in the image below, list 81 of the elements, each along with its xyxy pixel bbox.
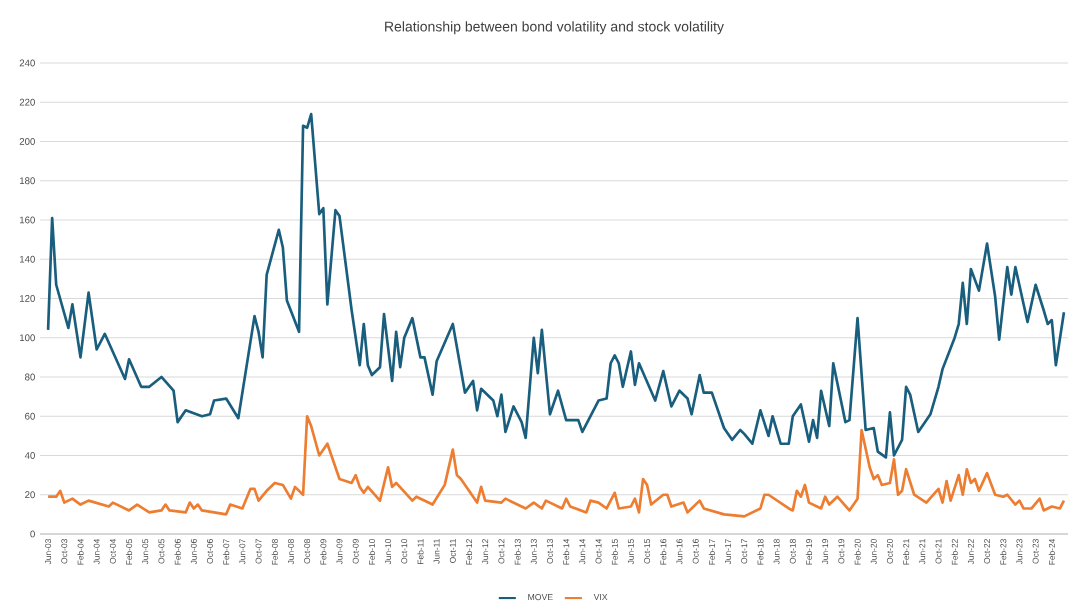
x-tick-label: Feb-17: [708, 539, 715, 565]
x-tick-label: Jun-18: [773, 539, 780, 565]
x-tick-label: Feb-23: [1000, 539, 1007, 565]
x-tick-label: Oct-14: [595, 538, 602, 564]
y-tick-label: 120: [20, 295, 35, 302]
legend-label: MOVE: [528, 594, 553, 601]
x-tick-label: Oct-22: [984, 539, 991, 564]
x-tick-label: Jun-22: [967, 539, 974, 565]
x-tick-label: Jun-04: [93, 538, 100, 565]
x-tick-label: Feb-20: [854, 539, 861, 565]
y-tick-label: 140: [20, 255, 35, 263]
x-tick-label: Jun-11: [433, 539, 440, 564]
x-tick-label: Jun-13: [530, 539, 537, 565]
x-tick-label: Oct-03: [61, 539, 68, 564]
x-tick-label: Jun-23: [1016, 539, 1023, 565]
x-tick-label: Feb-15: [611, 539, 618, 565]
x-tick-label: Oct-16: [692, 539, 699, 564]
x-tick-label: Oct-07: [255, 539, 262, 564]
chart-title: Relationship between bond volatility and stock volatility: [385, 21, 724, 35]
x-tick-label: Jun-16: [676, 539, 683, 565]
x-tick-label: Feb-12: [465, 539, 473, 565]
line-series: [46, 112, 1066, 459]
x-tick-label: Jun-05: [142, 539, 149, 565]
x-tick-label: Feb-19: [805, 539, 813, 565]
x-tick-label: Feb-21: [903, 539, 910, 565]
x-tick-label: Jun-08: [287, 539, 294, 565]
x-tick-label: Feb-06: [174, 539, 181, 565]
x-tick-label: Feb-13: [514, 539, 521, 565]
y-tick-label: 160: [20, 216, 35, 224]
x-tick-label: Feb-22: [951, 539, 958, 565]
x-tick-label: Jun-20: [870, 539, 877, 565]
x-tick-label: Feb-04: [77, 538, 84, 565]
x-tick-label: Oct-05: [158, 539, 165, 564]
x-tick-label: Jun-03: [45, 539, 52, 565]
y-tick-label: 100: [20, 334, 35, 342]
x-tick-label: Feb-10: [368, 539, 375, 565]
x-tick-label: Jun-21: [919, 539, 926, 565]
x-tick-label: Oct-19: [838, 539, 845, 564]
x-tick-label: Oct-11: [449, 539, 456, 563]
x-tick-label: Oct-18: [789, 539, 796, 564]
x-tick-label: Feb-14: [563, 538, 570, 565]
y-tick-label: 180: [20, 177, 35, 185]
x-tick-label: Jun-12: [482, 539, 489, 565]
x-tick-label: Feb-11: [417, 539, 424, 564]
x-tick-label: Feb-24: [1048, 538, 1055, 565]
x-tick-label: Oct-13: [546, 539, 553, 564]
y-tick-label: 200: [19, 138, 35, 145]
y-tick-label: 0: [30, 530, 35, 538]
x-tick-label: Jun-10: [385, 539, 392, 565]
legend-label: VIX: [593, 594, 608, 601]
x-tick-label: Oct-20: [886, 539, 893, 564]
x-tick-label: Oct-10: [401, 539, 408, 564]
x-tick-label: Oct-12: [498, 539, 505, 564]
x-tick-label: Feb-07: [223, 539, 230, 565]
x-tick-label: Oct-21: [935, 539, 942, 564]
line-series: [46, 414, 1066, 518]
x-tick-label: Oct-15: [644, 539, 651, 564]
x-tick-label: Jun-14: [579, 538, 586, 565]
x-tick-label: Jun-15: [627, 539, 634, 565]
y-tick-label: 240: [19, 59, 35, 67]
x-tick-label: Feb-05: [125, 539, 133, 565]
x-tick-label: Feb-08: [271, 539, 278, 565]
x-tick-label: Feb-09: [320, 539, 327, 565]
x-tick-label: Jun-19: [822, 539, 829, 565]
x-tick-label: Jun-09: [336, 539, 343, 565]
y-tick-label: 20: [25, 491, 35, 499]
y-tick-label: 220: [19, 98, 35, 106]
x-tick-label: Oct-23: [1032, 539, 1039, 564]
x-tick-label: Feb-16: [660, 539, 667, 565]
y-tick-label: 40: [24, 452, 35, 459]
x-tick-label: Oct-17: [741, 539, 748, 564]
x-tick-label: Oct-06: [207, 539, 213, 564]
x-tick-label: Oct-08: [304, 539, 311, 564]
x-tick-label: Oct-09: [352, 539, 359, 564]
y-tick-label: 60: [25, 412, 35, 420]
x-tick-label: Jun-06: [190, 539, 197, 565]
x-tick-label: Jun-07: [239, 539, 246, 565]
y-tick-label: 80: [25, 373, 35, 381]
x-tick-label: Jun-17: [725, 539, 731, 565]
x-tick-label: Oct-04: [109, 538, 116, 564]
x-tick-label: Feb-18: [757, 539, 764, 565]
